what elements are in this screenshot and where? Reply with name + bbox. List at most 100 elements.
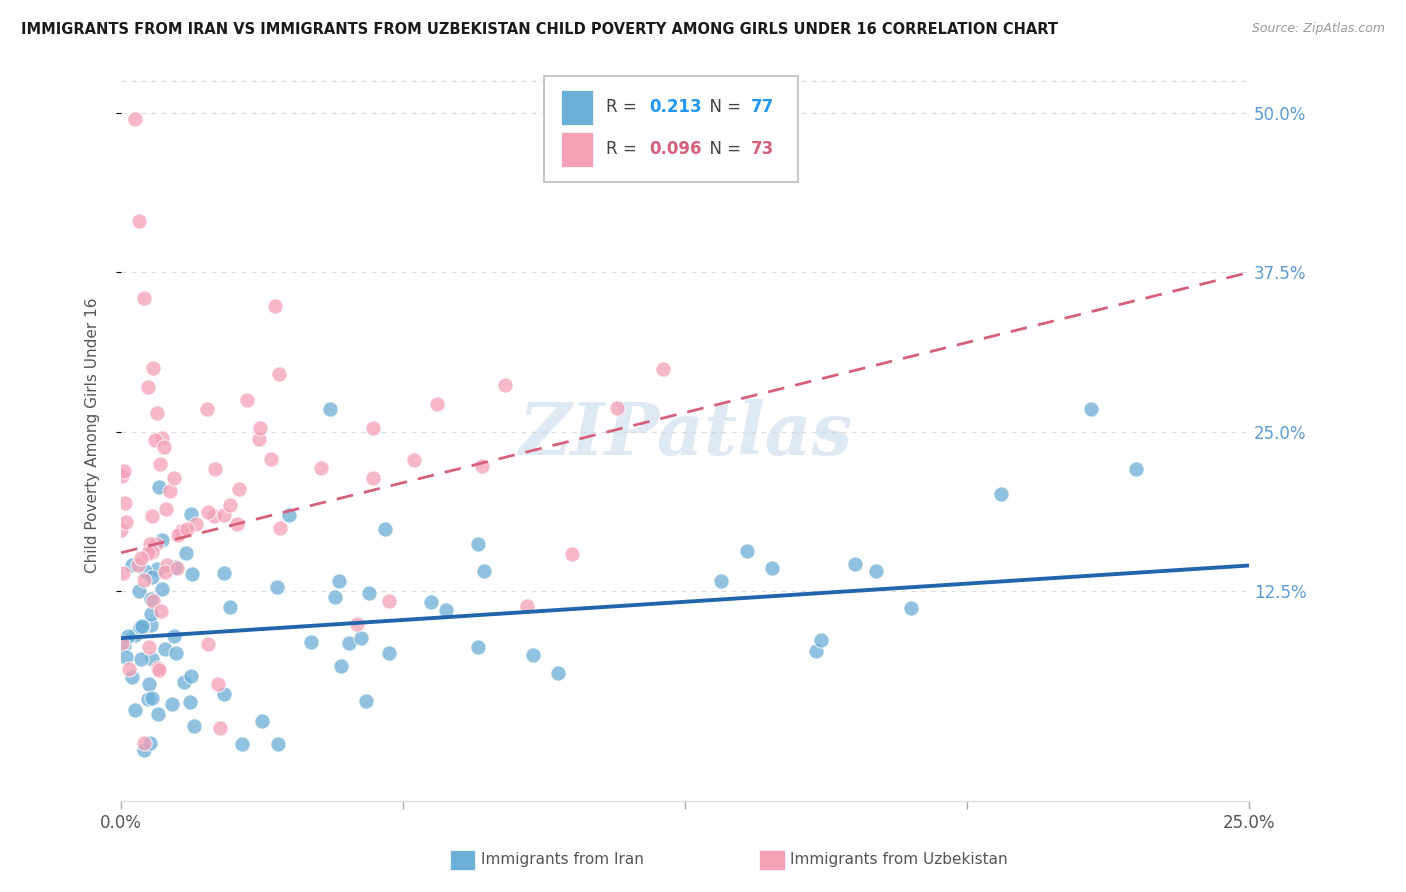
Point	[516, 599, 538, 614]
Point	[150, 582, 173, 597]
Point	[319, 401, 342, 416]
Point	[218, 498, 240, 512]
Point	[735, 544, 758, 558]
Point	[153, 641, 176, 656]
Point	[150, 533, 173, 548]
Point	[467, 640, 489, 655]
Point	[132, 743, 155, 757]
Point	[267, 368, 290, 382]
Point	[149, 604, 172, 618]
Point	[142, 594, 165, 608]
Point	[110, 523, 132, 537]
Point	[131, 651, 153, 665]
Point	[323, 591, 346, 605]
Point	[844, 557, 866, 571]
Point	[141, 691, 163, 706]
Point	[606, 401, 628, 416]
Point	[228, 483, 250, 497]
Point	[142, 361, 165, 376]
Point	[114, 496, 136, 510]
Point	[761, 560, 783, 574]
Point	[174, 546, 197, 560]
Point	[145, 562, 167, 576]
Text: Immigrants from Iran: Immigrants from Iran	[481, 853, 644, 867]
Point	[155, 502, 177, 516]
Point	[226, 516, 249, 531]
Point	[236, 392, 259, 407]
Point	[197, 637, 219, 651]
Point	[124, 627, 146, 641]
Point	[267, 737, 290, 751]
Point	[180, 507, 202, 521]
Point	[132, 291, 155, 305]
Point	[148, 663, 170, 677]
Point	[180, 668, 202, 682]
Point	[183, 718, 205, 732]
Point	[195, 401, 218, 416]
Point	[354, 694, 377, 708]
Point	[141, 545, 163, 559]
Point	[148, 480, 170, 494]
Point	[159, 483, 181, 498]
Point	[141, 592, 163, 607]
Point	[134, 564, 156, 578]
Point	[114, 638, 136, 652]
Point	[651, 362, 673, 376]
Point	[249, 420, 271, 434]
Point	[434, 603, 457, 617]
Point	[865, 564, 887, 578]
Point	[131, 619, 153, 633]
Point	[128, 583, 150, 598]
Point	[710, 574, 733, 588]
Point	[166, 560, 188, 574]
Point	[184, 517, 207, 532]
Point	[143, 433, 166, 447]
Point	[1080, 401, 1102, 416]
Point	[231, 737, 253, 751]
Point	[299, 634, 322, 648]
Point	[153, 440, 176, 454]
Point	[804, 643, 827, 657]
Point	[377, 646, 399, 660]
Text: Immigrants from Uzbekistan: Immigrants from Uzbekistan	[790, 853, 1008, 867]
Point	[138, 640, 160, 655]
Point	[145, 537, 167, 551]
Point	[124, 112, 146, 127]
Text: IMMIGRANTS FROM IRAN VS IMMIGRANTS FROM UZBEKISTAN CHILD POVERTY AMONG GIRLS UND: IMMIGRANTS FROM IRAN VS IMMIGRANTS FROM …	[21, 22, 1059, 37]
Point	[111, 636, 134, 650]
Point	[179, 695, 201, 709]
Y-axis label: Child Poverty Among Girls Under 16: Child Poverty Among Girls Under 16	[86, 297, 100, 573]
Point	[141, 607, 163, 622]
Text: N =: N =	[699, 98, 747, 116]
Point	[204, 509, 226, 524]
Point	[112, 464, 135, 478]
Point	[141, 570, 163, 584]
Point	[149, 458, 172, 472]
Text: 77: 77	[751, 98, 773, 116]
Point	[170, 524, 193, 538]
Point	[165, 646, 187, 660]
Text: 73: 73	[751, 140, 773, 158]
Point	[260, 452, 283, 467]
Point	[141, 652, 163, 666]
FancyBboxPatch shape	[544, 76, 799, 182]
FancyBboxPatch shape	[561, 90, 593, 125]
Point	[163, 629, 186, 643]
Point	[266, 580, 288, 594]
Point	[361, 470, 384, 484]
Text: R =: R =	[606, 140, 643, 158]
Point	[156, 558, 179, 572]
Point	[269, 521, 291, 535]
Point	[219, 599, 242, 614]
Point	[121, 558, 143, 573]
Point	[197, 505, 219, 519]
Point	[115, 650, 138, 665]
Point	[117, 629, 139, 643]
Point	[132, 573, 155, 587]
Point	[357, 586, 380, 600]
Point	[165, 560, 187, 574]
Point	[150, 431, 173, 445]
Point	[263, 299, 285, 313]
Point	[167, 527, 190, 541]
Point	[346, 616, 368, 631]
